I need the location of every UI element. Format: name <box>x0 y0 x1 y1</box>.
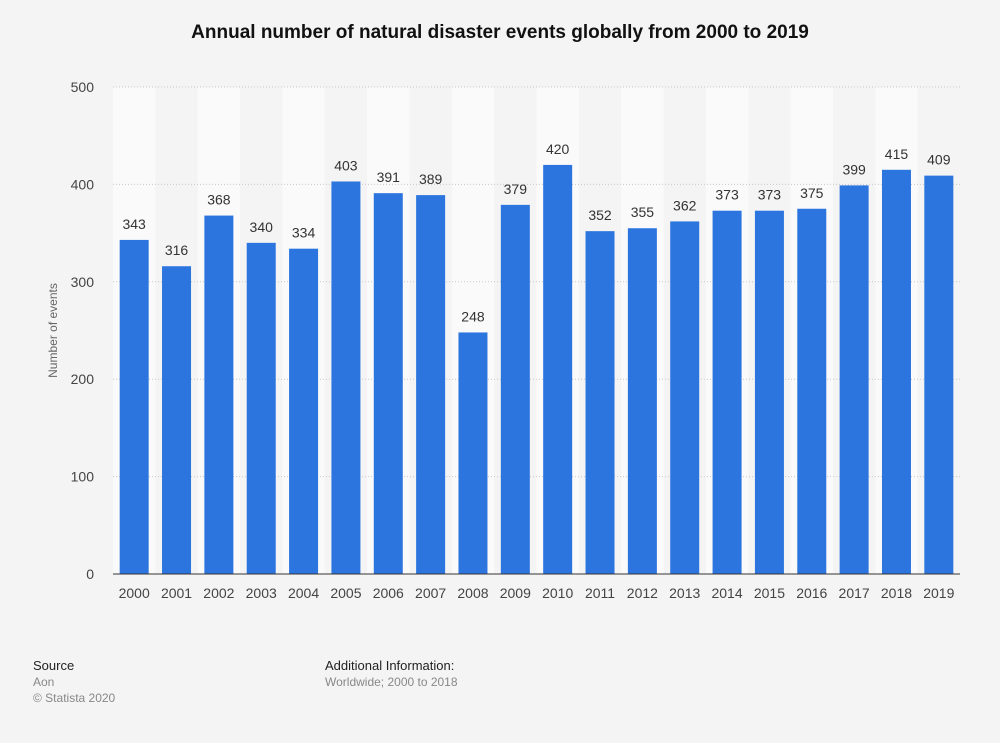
bar <box>543 164 573 575</box>
y-tick-label: 300 <box>71 274 95 290</box>
chart-title: Annual number of natural disaster events… <box>191 22 809 43</box>
data-label: 362 <box>673 197 697 213</box>
data-labels: 343 316 368 340 334 403 391 389 248 379 420 352 355 3… <box>122 141 950 325</box>
y-tick-label: 0 <box>86 566 94 582</box>
bar <box>162 266 192 574</box>
source-heading: Source <box>33 658 75 673</box>
x-tick-label: 2006 <box>373 585 404 601</box>
data-label: 389 <box>419 171 443 187</box>
data-label: 399 <box>842 161 866 177</box>
x-tick-label: 2005 <box>330 585 361 601</box>
x-tick-label: 2009 <box>500 585 531 601</box>
bars <box>119 164 954 575</box>
bar <box>119 239 149 574</box>
bar <box>373 193 403 574</box>
bar <box>585 231 615 575</box>
bar <box>246 242 276 574</box>
y-tick-label: 400 <box>71 176 95 192</box>
x-tick-label: 2015 <box>754 585 785 601</box>
x-tick-label: 2012 <box>627 585 658 601</box>
data-label: 352 <box>588 207 612 223</box>
data-label: 420 <box>546 141 570 157</box>
additional-info-block: Additional Information: Worldwide; 2000 … <box>325 658 458 690</box>
data-label: 368 <box>207 192 231 208</box>
x-tick-label: 2014 <box>711 585 742 601</box>
bar <box>204 215 234 574</box>
bar <box>797 208 827 574</box>
y-tick-label: 100 <box>71 469 95 485</box>
y-axis-label: Number of events <box>46 283 60 378</box>
bar <box>754 210 784 574</box>
copyright: © Statista 2020 <box>33 691 116 705</box>
x-tick-label: 2019 <box>923 585 954 601</box>
y-tick-label: 500 <box>71 79 95 95</box>
additional-info-heading: Additional Information: <box>325 658 455 673</box>
data-label: 340 <box>250 219 274 235</box>
x-tick-label: 2003 <box>246 585 277 601</box>
data-label: 403 <box>334 157 358 173</box>
bar <box>881 169 911 575</box>
data-label: 316 <box>165 242 189 258</box>
bar <box>712 210 742 574</box>
data-label: 391 <box>377 169 401 185</box>
x-tick-label: 2016 <box>796 585 827 601</box>
x-tick-label: 2001 <box>161 585 192 601</box>
additional-info-text: Worldwide; 2000 to 2018 <box>325 675 458 689</box>
y-axis-ticks: 0 100 200 300 400 500 <box>71 79 95 582</box>
bar <box>416 195 446 574</box>
source-block: Source Aon © Statista 2020 <box>33 658 115 706</box>
x-tick-label: 2011 <box>585 585 615 601</box>
y-tick-label: 200 <box>71 371 95 387</box>
x-tick-label: 2010 <box>542 585 573 601</box>
x-tick-label: 2002 <box>203 585 234 601</box>
bar <box>839 185 869 574</box>
data-label: 409 <box>927 152 951 168</box>
data-label: 373 <box>715 187 739 203</box>
x-axis-ticks: 2000 2001 2002 2003 2004 2005 2006 2007 2008 2009… <box>119 585 955 601</box>
x-tick-label: 2013 <box>669 585 700 601</box>
x-tick-label: 2018 <box>881 585 912 601</box>
data-label: 379 <box>504 181 528 197</box>
x-tick-label: 2008 <box>457 585 488 601</box>
bar <box>627 228 657 575</box>
data-label: 355 <box>631 204 655 220</box>
data-label: 334 <box>292 225 316 241</box>
bar <box>670 221 700 575</box>
x-tick-label: 2007 <box>415 585 446 601</box>
data-label: 343 <box>122 216 146 232</box>
source-name: Aon <box>33 675 55 689</box>
bar <box>331 181 361 574</box>
data-label: 373 <box>758 187 782 203</box>
bar <box>458 332 488 574</box>
x-tick-label: 2017 <box>839 585 870 601</box>
data-label: 415 <box>885 146 909 162</box>
data-label: 248 <box>461 308 485 324</box>
data-label: 375 <box>800 185 824 201</box>
bar <box>924 175 954 574</box>
bar <box>289 248 319 574</box>
bar <box>500 204 530 574</box>
x-tick-label: 2004 <box>288 585 319 601</box>
x-tick-label: 2000 <box>119 585 150 601</box>
